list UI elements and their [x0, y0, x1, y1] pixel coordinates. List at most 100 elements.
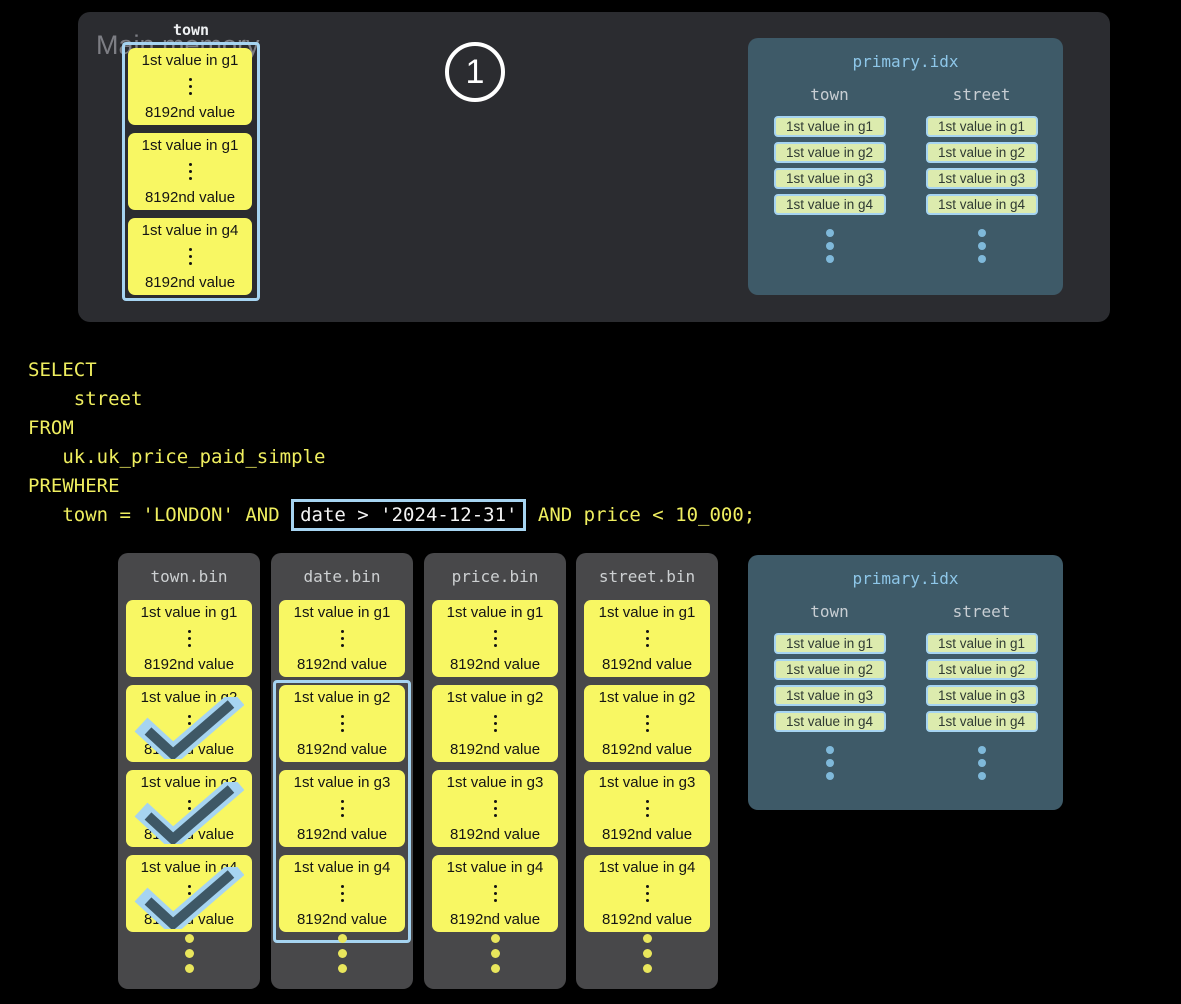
index-mark-chip: 1st value in g2	[773, 659, 886, 680]
dark-dot	[188, 177, 192, 180]
granule-last-value: 8192nd value	[449, 741, 541, 758]
primary-idx-column-header: town	[810, 602, 849, 621]
sql-line: PREWHERE	[28, 475, 120, 497]
granule-ellipsis	[493, 630, 497, 647]
dark-dot	[188, 163, 192, 166]
granule-first-value: 1st value in g4	[140, 859, 238, 876]
dark-dot	[187, 644, 191, 647]
yellow-dot	[337, 964, 347, 973]
granule-block: 1st value in g1 8192nd value	[432, 600, 558, 677]
granule-block: 1st value in g4 8192nd value	[128, 218, 252, 295]
primary-idx-title: primary.idx	[852, 569, 959, 588]
sql-line: uk.uk_price_paid_simple	[28, 446, 326, 468]
sql-query: SELECT street FROM uk.uk_price_paid_simpl…	[28, 356, 755, 531]
dark-dot	[187, 899, 191, 902]
granule-ellipsis	[340, 715, 344, 732]
primary-idx-title: primary.idx	[852, 52, 959, 71]
granule-first-value: 1st value in g2	[598, 689, 696, 706]
granule-last-value: 8192nd value	[296, 656, 388, 673]
primary-idx-column-town: town 1st value in g1 1st value in g2 1st va…	[773, 85, 886, 263]
granule-block: 1st value in g1 8192nd value	[126, 600, 252, 677]
dark-dot	[340, 729, 344, 732]
yellow-dot	[490, 934, 500, 943]
granule-last-value: 8192nd value	[144, 104, 236, 121]
dark-dot	[187, 814, 191, 817]
granule-ellipsis	[645, 885, 649, 902]
dark-dot	[340, 722, 344, 725]
granule-block: 1st value in g4 8192nd value	[126, 855, 252, 932]
bin-ellipsis	[424, 934, 566, 973]
granule-last-value: 8192nd value	[143, 656, 235, 673]
bin-ellipsis	[576, 934, 718, 973]
yellow-dot	[642, 964, 652, 973]
dark-dot	[340, 637, 344, 640]
dark-dot	[340, 800, 344, 803]
granule-last-value: 8192nd value	[601, 741, 693, 758]
index-mark-chip: 1st value in g1	[925, 116, 1038, 137]
dark-dot	[493, 715, 497, 718]
blue-dot	[825, 746, 834, 754]
index-mark-chip: 1st value in g3	[925, 168, 1038, 189]
granule-ellipsis	[187, 885, 191, 902]
granule-first-value: 1st value in g3	[140, 774, 238, 791]
bin-panel-date-bin: date.bin 1st value in g1 8192nd value 1st v…	[271, 553, 413, 989]
granule-ellipsis	[645, 715, 649, 732]
bin-blocks: 1st value in g1 8192nd value 1st value in …	[126, 600, 252, 932]
granule-first-value: 1st value in g1	[293, 604, 391, 621]
dark-dot	[340, 630, 344, 633]
dark-dot	[340, 807, 344, 810]
blue-dot	[977, 772, 986, 780]
memory-column-header: town	[172, 21, 210, 39]
index-mark-chip: 1st value in g4	[925, 194, 1038, 215]
granule-ellipsis	[187, 800, 191, 817]
index-mark-chip: 1st value in g3	[925, 685, 1038, 706]
granule-first-value: 1st value in g3	[598, 774, 696, 791]
dark-dot	[493, 807, 497, 810]
granule-ellipsis	[187, 715, 191, 732]
primary-idx-panel-top: primary.idx town 1st value in g1 1st value…	[748, 38, 1063, 295]
blue-dot	[825, 242, 834, 250]
granule-last-value: 8192nd value	[601, 911, 693, 928]
bin-blocks: 1st value in g1 8192nd value 1st value in …	[432, 600, 558, 932]
granule-ellipsis	[188, 78, 192, 95]
granule-first-value: 1st value in g3	[293, 774, 391, 791]
index-mark-chip: 1st value in g3	[773, 685, 886, 706]
granule-first-value: 1st value in g1	[141, 52, 239, 69]
dark-dot	[645, 715, 649, 718]
index-mark-chip: 1st value in g2	[925, 659, 1038, 680]
index-mark-chip: 1st value in g1	[925, 633, 1038, 654]
granule-block: 1st value in g4 8192nd value	[432, 855, 558, 932]
granule-ellipsis	[645, 630, 649, 647]
index-mark-chip: 1st value in g2	[773, 142, 886, 163]
dark-dot	[493, 630, 497, 633]
yellow-dot	[184, 964, 194, 973]
granule-first-value: 1st value in g3	[446, 774, 544, 791]
sql-highlight-box: date > '2024-12-31'	[291, 499, 527, 531]
granule-block: 1st value in g1 8192nd value	[128, 48, 252, 125]
blue-dot	[825, 229, 834, 237]
dark-dot	[493, 892, 497, 895]
blue-dot	[825, 772, 834, 780]
dark-dot	[340, 899, 344, 902]
blue-dot	[977, 746, 986, 754]
dark-dot	[493, 800, 497, 803]
granule-ellipsis	[188, 163, 192, 180]
dark-dot	[187, 800, 191, 803]
granule-block: 1st value in g3 8192nd value	[584, 770, 710, 847]
dark-dot	[493, 637, 497, 640]
blue-dot	[977, 255, 986, 263]
dark-dot	[340, 715, 344, 718]
granule-first-value: 1st value in g1	[446, 604, 544, 621]
index-ellipsis	[977, 746, 986, 780]
granule-ellipsis	[340, 800, 344, 817]
granule-first-value: 1st value in g4	[293, 859, 391, 876]
granule-block: 1st value in g4 8192nd value	[279, 855, 405, 932]
sql-line: FROM	[28, 417, 74, 439]
granule-block: 1st value in g3 8192nd value	[126, 770, 252, 847]
bin-title: date.bin	[303, 567, 381, 586]
yellow-dot	[337, 949, 347, 958]
bin-panel-street-bin: street.bin 1st value in g1 8192nd value 1st…	[576, 553, 718, 989]
dark-dot	[645, 800, 649, 803]
granule-last-value: 8192nd value	[143, 911, 235, 928]
yellow-dot	[184, 934, 194, 943]
